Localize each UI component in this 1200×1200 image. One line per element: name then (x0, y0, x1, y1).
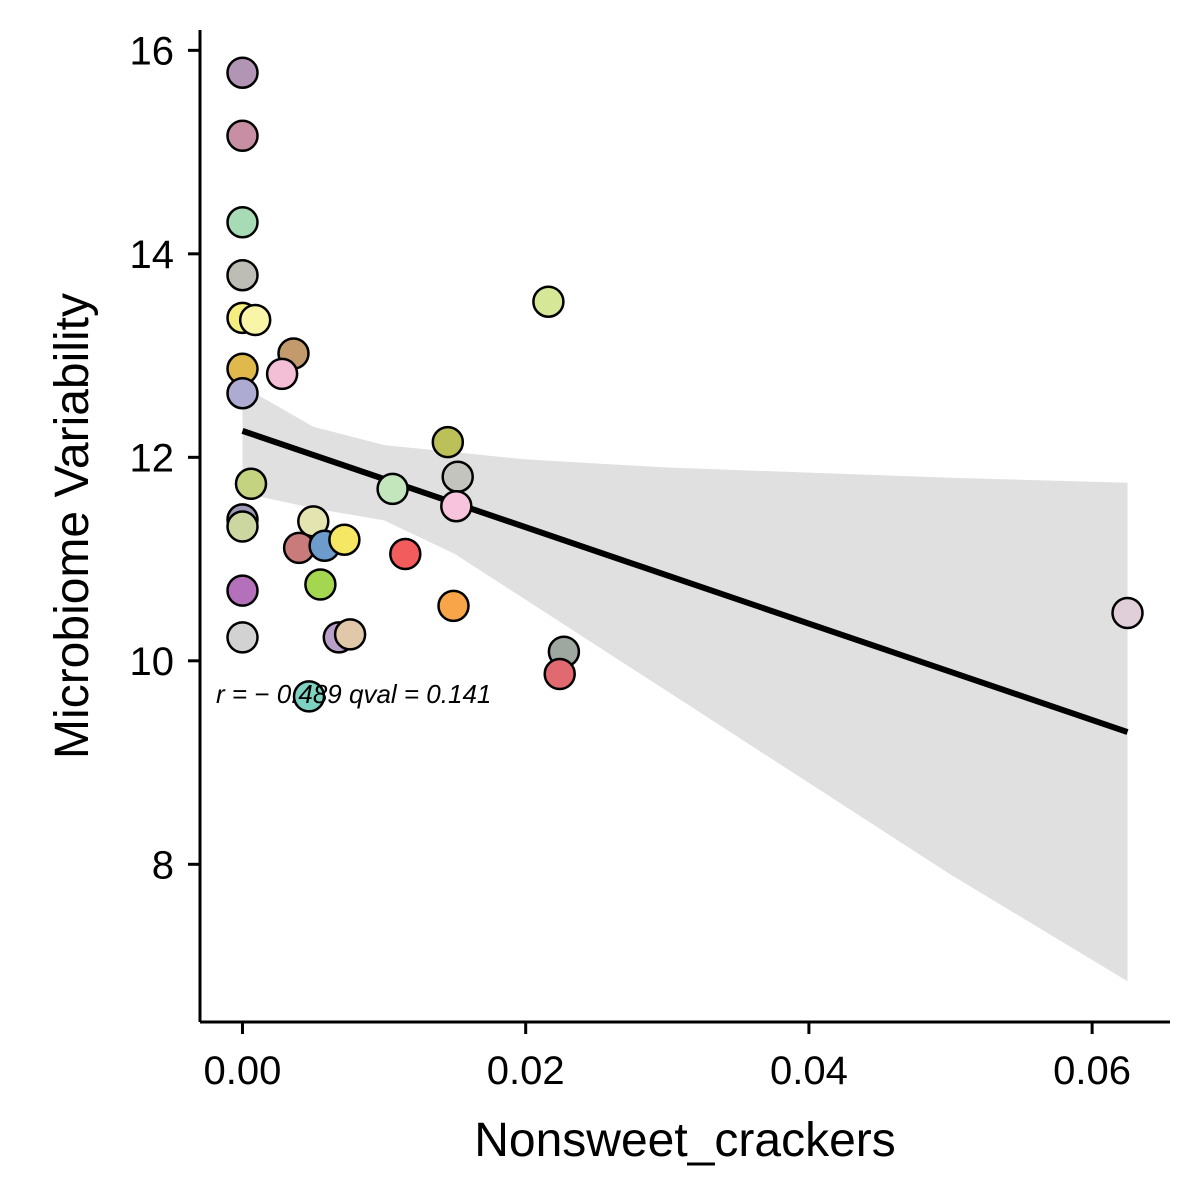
data-point-23 (532, 285, 565, 318)
y-tick-label: 10 (130, 640, 175, 684)
y-ticks-layer: 8 10 12 14 16 (130, 29, 200, 887)
y-axis-title: Microbiome Variability (46, 293, 99, 759)
confidence-band-layer (242, 386, 1128, 982)
data-point-22 (440, 489, 473, 523)
data-point-32 (292, 680, 326, 713)
data-point-17 (328, 523, 361, 556)
confidence-band (242, 386, 1128, 982)
x-tick-label: 0.00 (204, 1049, 282, 1093)
y-tick-label: 14 (130, 233, 175, 277)
data-point-20 (431, 425, 465, 459)
data-point-25 (226, 574, 259, 607)
data-point-19 (376, 472, 409, 506)
x-tick-label: 0.04 (770, 1049, 848, 1093)
data-point-13 (226, 510, 259, 543)
data-point-28 (333, 618, 367, 651)
data-point-2 (226, 119, 259, 153)
data-point-9 (265, 357, 299, 391)
data-point-21 (441, 460, 474, 493)
data-point-1 (226, 56, 259, 89)
y-tick-label: 12 (130, 436, 175, 480)
data-point-24 (304, 568, 337, 601)
x-tick-label: 0.02 (487, 1049, 565, 1093)
data-point-18 (389, 537, 422, 571)
data-point-4 (226, 258, 259, 292)
y-tick-label: 8 (152, 843, 174, 887)
x-axis-title: Nonsweet_crackers (474, 1114, 896, 1167)
data-point-31 (543, 657, 576, 691)
data-point-3 (226, 206, 259, 239)
data-points-layer (226, 56, 1144, 713)
data-point-10 (226, 376, 259, 410)
data-point-33 (1111, 596, 1144, 630)
x-ticks-layer: 0.00 0.02 0.04 0.06 (204, 1022, 1131, 1093)
data-point-26 (437, 589, 470, 623)
data-point-29 (226, 621, 259, 654)
y-tick-label: 16 (130, 29, 175, 73)
x-tick-label: 0.06 (1053, 1049, 1131, 1093)
axes-layer (198, 30, 1170, 1024)
correlation-annotation: r = − 0.489 qval = 0.141 (216, 679, 491, 709)
data-point-11 (234, 467, 268, 501)
data-point-6 (238, 303, 272, 337)
